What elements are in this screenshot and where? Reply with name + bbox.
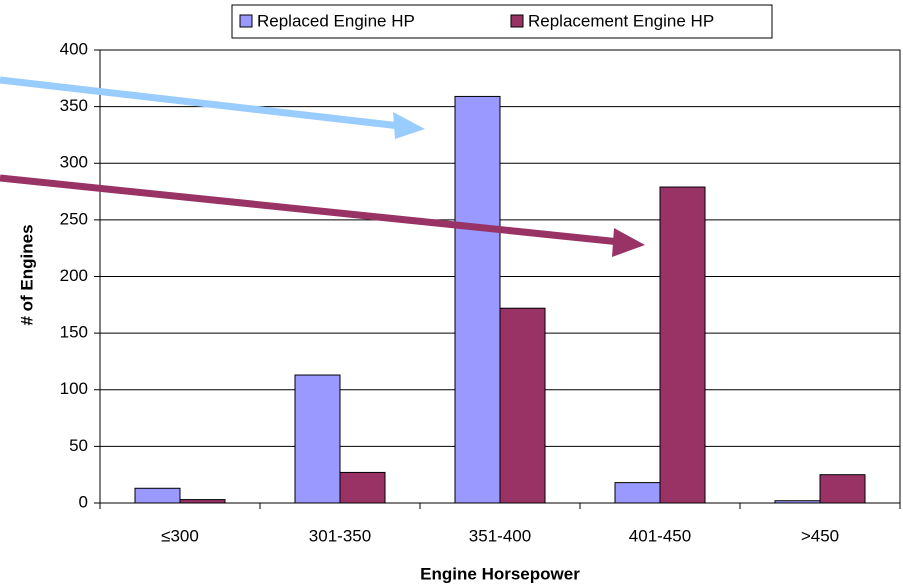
arrow-purple [0, 174, 621, 246]
x-tick-label: >450 [801, 526, 839, 545]
marks: 0 50 100 150 200 250 300 350 400 ≤300 301-350 351-4… [60, 39, 901, 545]
y-tick-label: 50 [69, 436, 88, 455]
bar [659, 186, 706, 504]
x-tick-label: 301-350 [309, 526, 371, 545]
bar [499, 307, 546, 504]
bar [819, 474, 866, 504]
legend-label: Replaced Engine HP [257, 11, 415, 30]
y-tick-label: 100 [60, 379, 88, 398]
y-tick-label: 250 [60, 209, 88, 228]
bar [179, 499, 226, 504]
y-axis-label: # of Engines [17, 224, 36, 325]
y-tick-label: 0 [79, 492, 88, 511]
y-tick-label: 300 [60, 153, 88, 172]
legend-items: Replaced Engine HP Replacement Engine HP [239, 11, 714, 30]
x-tick-label: ≤300 [161, 526, 199, 545]
y-tick-label: 400 [60, 39, 88, 58]
legend [231, 4, 773, 39]
arrow-head-blue [393, 112, 425, 139]
legend-swatch [510, 14, 524, 28]
y-tick-label: 150 [60, 323, 88, 342]
x-tick-label: 401-450 [629, 526, 691, 545]
arrow-blue [0, 76, 401, 130]
arrow-head-purple [612, 228, 645, 257]
x-axis-label: Engine Horsepower [420, 564, 580, 583]
x-tick-label: 351-400 [469, 526, 531, 545]
legend-label: Replacement Engine HP [528, 11, 714, 30]
y-tick-label: 200 [60, 266, 88, 285]
bar [134, 487, 181, 504]
bar [614, 482, 661, 504]
bar [454, 95, 501, 504]
bar [339, 471, 386, 504]
legend-swatch [239, 14, 253, 28]
y-tick-label: 350 [60, 96, 88, 115]
arrows [0, 76, 645, 257]
bar [294, 374, 341, 504]
